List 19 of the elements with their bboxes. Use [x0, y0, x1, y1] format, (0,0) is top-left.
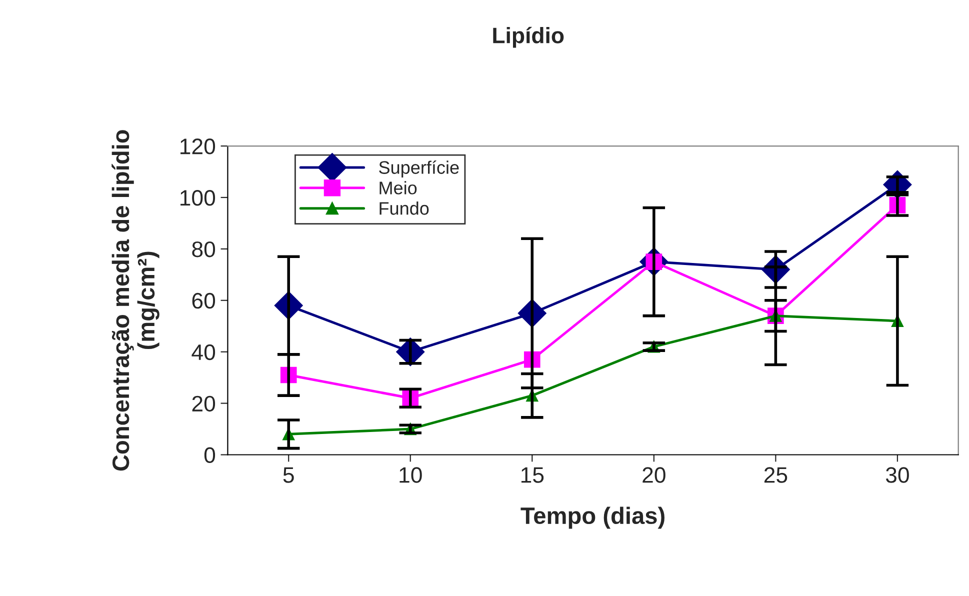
y-tick-label: 80	[192, 241, 216, 258]
x-tick-label: 30	[886, 467, 909, 483]
legend-label: Superfície	[379, 160, 459, 178]
x-axis-title: Tempo (dias)	[520, 506, 664, 529]
y-axis-title: Concentração media de lipídio (mg/cm²)	[112, 130, 160, 471]
y-tick-label: 120	[180, 138, 216, 154]
x-tick-label: 20	[642, 467, 666, 483]
x-tick-label: 5	[283, 467, 294, 483]
chart-title: Lipídio	[493, 26, 564, 48]
legend-label: Fundo	[380, 202, 429, 215]
y-tick-label: 20	[192, 396, 216, 412]
x-tick-label: 10	[400, 467, 422, 483]
y-tick-label: 40	[192, 344, 216, 360]
x-tick-label: 25	[764, 467, 788, 483]
legend-label: Meio	[380, 181, 417, 194]
y-tick-label: 0	[204, 447, 216, 464]
y-tick-label: 60	[192, 292, 216, 309]
x-tick-label: 15	[521, 467, 544, 483]
y-tick-label: 100	[180, 190, 216, 206]
